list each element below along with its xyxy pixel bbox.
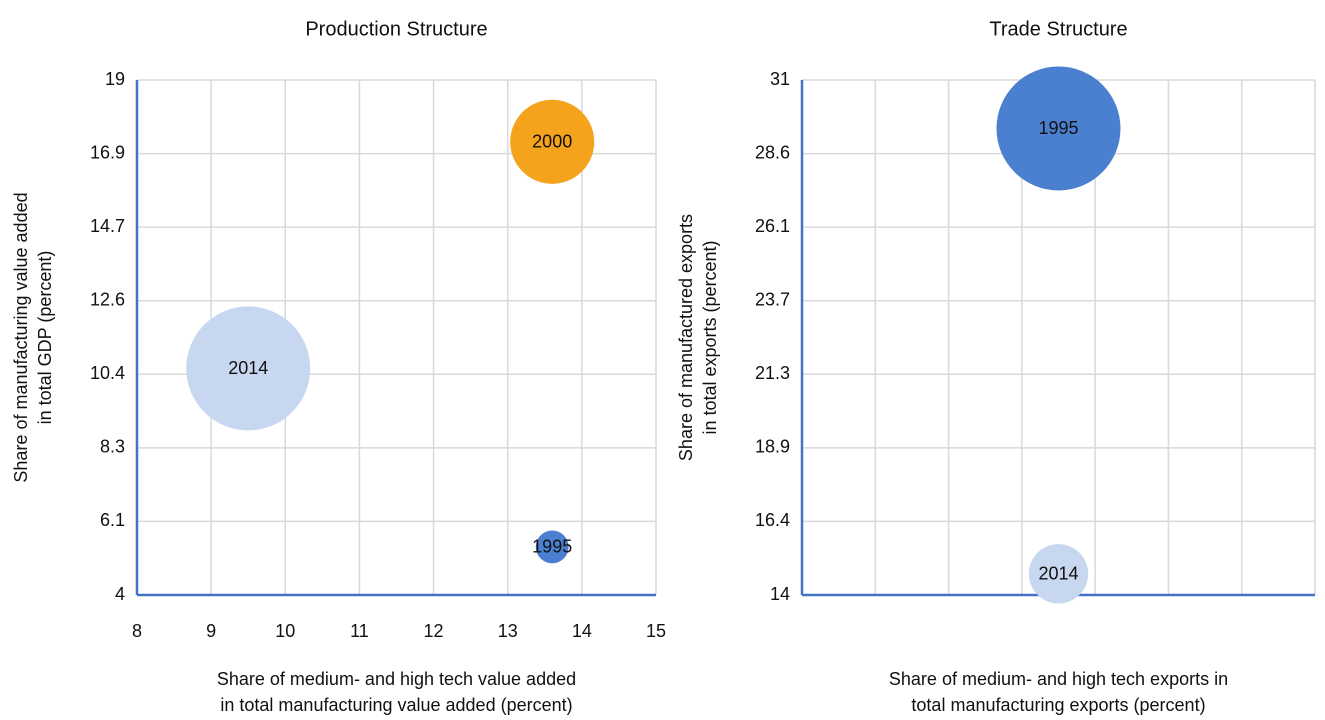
bubble [535,530,569,564]
x-tick-label: 10 [275,621,295,641]
bubble-label: 1995 [532,537,572,557]
y-axis-title: Share of manufactured exports [676,214,696,461]
y-tick-label: 16.4 [755,510,790,530]
y-tick-label: 12.6 [90,289,125,309]
bubble [510,99,595,184]
y-tick-label: 23.7 [755,289,790,309]
y-tick-label: 28.6 [755,142,790,162]
x-tick-label: 15 [646,621,666,641]
x-tick-label: 14 [572,621,592,641]
x-tick-label: 8 [132,621,142,641]
bubble [996,66,1121,191]
bubble [186,306,311,431]
x-tick-label: 11 [350,621,369,641]
y-tick-label: 14 [770,584,790,604]
y-tick-label: 14.7 [90,216,125,236]
y-axis-title: Share of manufacturing value added [11,192,31,482]
y-axis-title: in total exports (percent) [700,240,720,434]
y-tick-label: 19 [105,69,125,89]
x-tick-label: 12 [424,621,444,641]
y-tick-label: 26.1 [755,216,790,236]
y-tick-label: 21.3 [755,363,790,383]
x-axis-title: in total manufacturing value added (perc… [220,695,572,715]
y-axis-title: in total GDP (percent) [35,251,55,425]
x-axis-title: Share of medium- and high tech value add… [217,669,576,689]
x-axis-title: Share of medium- and high tech exports i… [889,669,1228,689]
x-tick-label: 9 [206,621,216,641]
bubble-label: 2014 [1038,564,1078,584]
bubble-label: 2000 [532,132,572,152]
x-tick-label: 13 [498,621,518,641]
x-axis-title: total manufacturing exports (percent) [911,695,1205,715]
y-tick-label: 18.9 [755,437,790,457]
bubble-label: 1995 [1038,118,1078,138]
y-tick-label: 6.1 [100,510,125,530]
chart-title: Trade Structure [989,18,1127,40]
y-tick-label: 8.3 [100,437,125,457]
y-tick-label: 4 [115,584,125,604]
chart-title: Production Structure [305,18,487,40]
y-tick-label: 16.9 [90,142,125,162]
bubble-label: 2014 [228,358,268,378]
y-tick-label: 31 [770,69,790,89]
y-tick-label: 10.4 [90,363,125,383]
bubble [1028,544,1089,604]
